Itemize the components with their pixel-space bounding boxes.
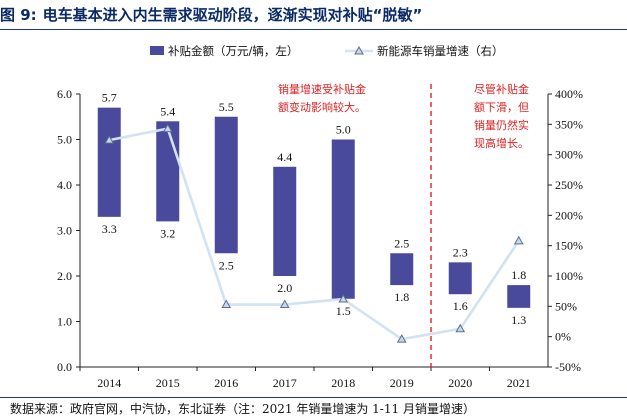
- x-tick-label: 2020: [448, 376, 472, 390]
- legend-bar-swatch: [150, 46, 164, 55]
- annotation-2-line: 销量仍然实: [474, 118, 529, 132]
- right-tick-label: 350%: [555, 117, 583, 131]
- right-tick-label: 150%: [555, 239, 583, 253]
- x-tick-label: 2017: [273, 376, 297, 390]
- left-tick-label: 3.0: [57, 224, 72, 238]
- left-tick-label: 2.0: [57, 269, 72, 283]
- bar-low-label: 2.0: [277, 281, 292, 295]
- bar-high-label: 5.0: [336, 123, 351, 137]
- legend-line-marker: [354, 45, 364, 55]
- left-tick-label: 4.0: [57, 178, 72, 192]
- growth-marker-2016: [221, 299, 232, 309]
- growth-marker-2020: [455, 323, 466, 333]
- right-tick-label: 100%: [555, 269, 583, 283]
- growth-marker-2015: [162, 123, 173, 133]
- growth-marker-2014: [104, 135, 115, 144]
- bar-2015: [156, 121, 180, 222]
- left-tick-label: 5.0: [57, 133, 72, 147]
- source-note: 数据来源：政府官网，中汽协，东北证券（注：2021 年销量增速为 1-11 月销…: [10, 402, 475, 416]
- bar-2019: [390, 253, 414, 286]
- bar-low-label: 3.3: [102, 222, 117, 236]
- source-rule: [0, 397, 627, 398]
- growth-line: [108, 127, 520, 341]
- bar-low-label: 1.5: [336, 304, 351, 318]
- legend-bar-label: 补贴金额（万元/辆，左）: [168, 44, 298, 58]
- right-tick-label: 0%: [555, 330, 571, 344]
- right-tick-label: 300%: [555, 148, 583, 162]
- left-tick-label: 0.0: [57, 360, 72, 374]
- right-tick-label: 250%: [555, 178, 583, 192]
- annotation-2-line: 现高增长。: [474, 136, 529, 150]
- x-tick-label: 2016: [214, 376, 238, 390]
- bar-high-label: 4.4: [277, 150, 292, 164]
- bar-2018: [331, 139, 355, 299]
- growth-marker-2019: [396, 334, 407, 343]
- legend-line-label: 新能源车销量增速（右）: [377, 44, 504, 58]
- bar-2021: [507, 285, 531, 308]
- bar-high-label: 5.7: [102, 91, 117, 105]
- bar-high-label: 1.8: [511, 268, 526, 282]
- right-tick-label: 50%: [555, 299, 577, 313]
- right-tick-label: 200%: [555, 208, 583, 222]
- bar-2017: [273, 166, 297, 276]
- annotation-2-line: 额下滑，但: [474, 101, 529, 114]
- x-tick-label: 2021: [507, 376, 531, 390]
- figure-title-text: 电车基本进入内生需求驱动阶段，逐渐实现对补贴“脱敏”: [42, 6, 423, 24]
- bar-2014: [97, 107, 121, 217]
- bar-low-label: 1.3: [511, 313, 526, 327]
- bar-high-label: 5.4: [160, 104, 175, 118]
- growth-marker-2021: [513, 235, 524, 245]
- bar-low-label: 2.5: [219, 258, 234, 272]
- x-tick-label: 2015: [156, 376, 180, 390]
- bar-low-label: 1.6: [453, 299, 468, 313]
- annotation-2-line: 尽管补贴金: [474, 82, 529, 96]
- bar-2016: [214, 116, 238, 254]
- x-tick-label: 2019: [390, 376, 414, 390]
- bar-high-label: 2.3: [453, 245, 468, 259]
- bar-low-label: 3.2: [160, 226, 175, 240]
- bar-low-label: 1.8: [394, 290, 409, 304]
- growth-marker-2017: [279, 299, 290, 309]
- figure-title: 图 9: 电车基本进入内生需求驱动阶段，逐渐实现对补贴“脱敏”: [0, 2, 627, 28]
- left-tick-label: 1.0: [57, 315, 72, 329]
- left-tick-label: 6.0: [57, 87, 72, 101]
- title-rule: [0, 29, 627, 30]
- annotation-1-line: 额变动影响较大。: [278, 100, 366, 114]
- bar-high-label: 5.5: [219, 100, 234, 114]
- figure-number: 图 9:: [0, 6, 37, 24]
- right-tick-label: 400%: [555, 87, 583, 101]
- right-tick-label: -50%: [555, 360, 581, 374]
- x-tick-label: 2014: [97, 376, 121, 390]
- growth-marker-2018: [338, 294, 349, 303]
- bar-2020: [448, 262, 472, 295]
- bar-high-label: 2.5: [394, 236, 409, 250]
- x-tick-label: 2018: [331, 376, 355, 390]
- annotation-1-line: 销量增速受补贴金: [278, 82, 366, 96]
